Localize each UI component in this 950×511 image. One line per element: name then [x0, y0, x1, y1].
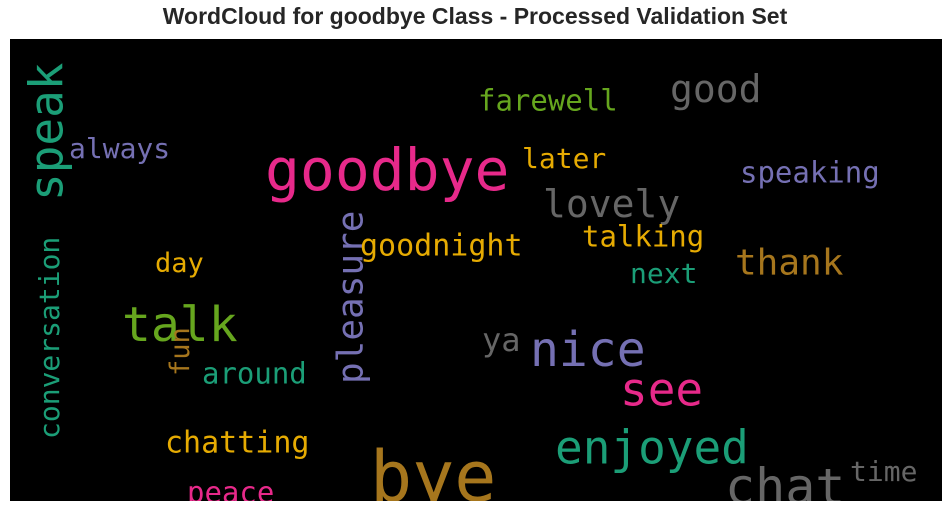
word-enjoyed: enjoyed — [555, 420, 749, 474]
word-time: time — [850, 455, 917, 488]
word-around: around — [202, 357, 307, 391]
word-day: day — [155, 248, 204, 279]
word-goodbye: goodbye — [265, 136, 509, 204]
word-later: later — [522, 142, 606, 175]
word-farewell: farewell — [478, 84, 618, 118]
word-chatting: chatting — [165, 426, 310, 461]
word-ya: ya — [482, 321, 521, 359]
chart-title: WordCloud for goodbye Class - Processed … — [162, 3, 788, 29]
word-speaking: speaking — [740, 156, 880, 190]
word-thank: thank — [735, 243, 844, 284]
word-see: see — [620, 362, 703, 416]
word-peace: peace — [187, 476, 274, 501]
word-pleasure: pleasure — [331, 211, 372, 384]
word-lovely: lovely — [543, 182, 680, 226]
word-talk: talk — [122, 297, 238, 353]
word-goodnight: goodnight — [360, 229, 523, 264]
wordcloud-canvas: bye goodbye chat nice talk speak enjoyed see ple… — [10, 39, 942, 501]
word-good: good — [670, 67, 762, 111]
word-speak: speak — [19, 63, 73, 201]
word-always: always — [69, 132, 170, 165]
word-next: next — [630, 257, 697, 290]
word-talking: talking — [582, 220, 704, 254]
word-nice: nice — [530, 322, 646, 378]
word-bye: bye — [370, 436, 496, 501]
word-chat: chat — [725, 458, 845, 501]
word-conversation: conversation — [33, 237, 66, 439]
word-fun: fun — [165, 327, 196, 376]
